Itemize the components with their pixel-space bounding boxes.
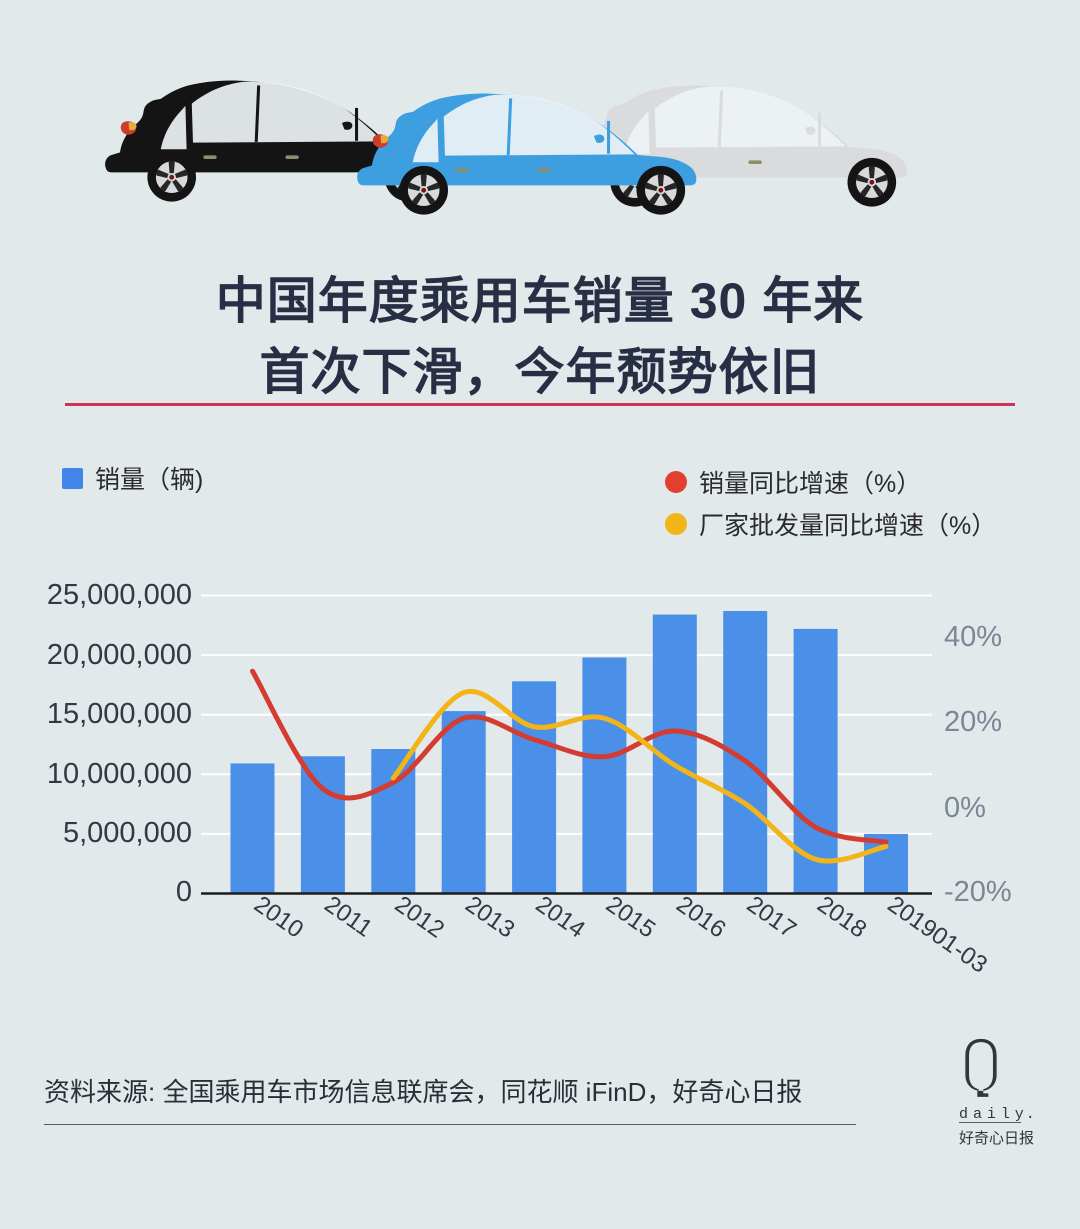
svg-text:2013: 2013 [460,891,519,944]
svg-text:0%: 0% [944,792,986,824]
svg-text:2014: 2014 [531,891,590,944]
svg-text:0: 0 [176,876,192,908]
svg-text:10,000,000: 10,000,000 [47,758,192,790]
svg-text:40%: 40% [944,621,1002,653]
svg-text:-20%: -20% [944,876,1012,908]
svg-text:20,000,000: 20,000,000 [47,639,192,671]
svg-text:2015: 2015 [601,891,660,944]
svg-text:2012: 2012 [390,891,449,944]
svg-text:5,000,000: 5,000,000 [63,817,192,849]
svg-text:2018: 2018 [812,891,871,944]
svg-text:20%: 20% [944,706,1002,738]
svg-text:25,000,000: 25,000,000 [47,579,192,611]
svg-text:2017: 2017 [742,891,801,944]
svg-text:2011: 2011 [319,891,377,943]
svg-text:15,000,000: 15,000,000 [47,698,192,730]
svg-text:2016: 2016 [671,891,730,944]
svg-text:2010: 2010 [249,891,308,944]
